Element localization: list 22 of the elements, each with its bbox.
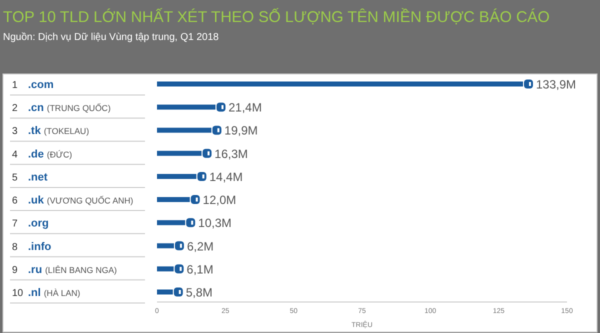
y-tick-label: 7 .org [12, 218, 49, 230]
data-label: 5,8M [186, 286, 213, 300]
data-label: 12,0M [202, 193, 236, 208]
data-label: 133,9M [536, 78, 576, 92]
y-tick-label: 10 .nl (HÀ LAN) [12, 287, 80, 299]
y-tick-label: 2 .cn (TRUNG QUỐC) [12, 102, 111, 114]
data-label: 6,1M [186, 262, 214, 276]
data-label: 21,4M [228, 100, 262, 115]
y-tick-label: 4 .de (ĐỨC) [12, 148, 72, 160]
y-tick-label: 5 .net [12, 171, 48, 184]
data-label: 10,3M [198, 216, 232, 230]
data-label: 6,2M [186, 239, 214, 254]
chart-subtitle: Nguồn: Dịch vụ Dữ liệu Vùng tập trung, Q1 2018 [3, 32, 220, 43]
data-label: 19,9M [224, 124, 258, 138]
y-tick-label: 9 .ru (LIÊN BANG NGA) [12, 264, 118, 276]
chart-title: TOP 10 TLD LỚN NHẤT XÉT THEO SỐ LƯỢNG TÊN MIỀN ĐƯỢC BÁO CÁO [3, 8, 550, 26]
y-tick-label: 1 .com [12, 79, 54, 91]
y-tick-label: 3 .tk (TOKELAU) [12, 125, 90, 138]
y-tick-label: 6 .uk (VƯƠNG QUỐC ANH) [12, 194, 134, 207]
y-tick-label: 8 .info [12, 240, 52, 253]
data-label: 16,3M [214, 146, 248, 161]
data-label: 14,4M [209, 170, 243, 184]
